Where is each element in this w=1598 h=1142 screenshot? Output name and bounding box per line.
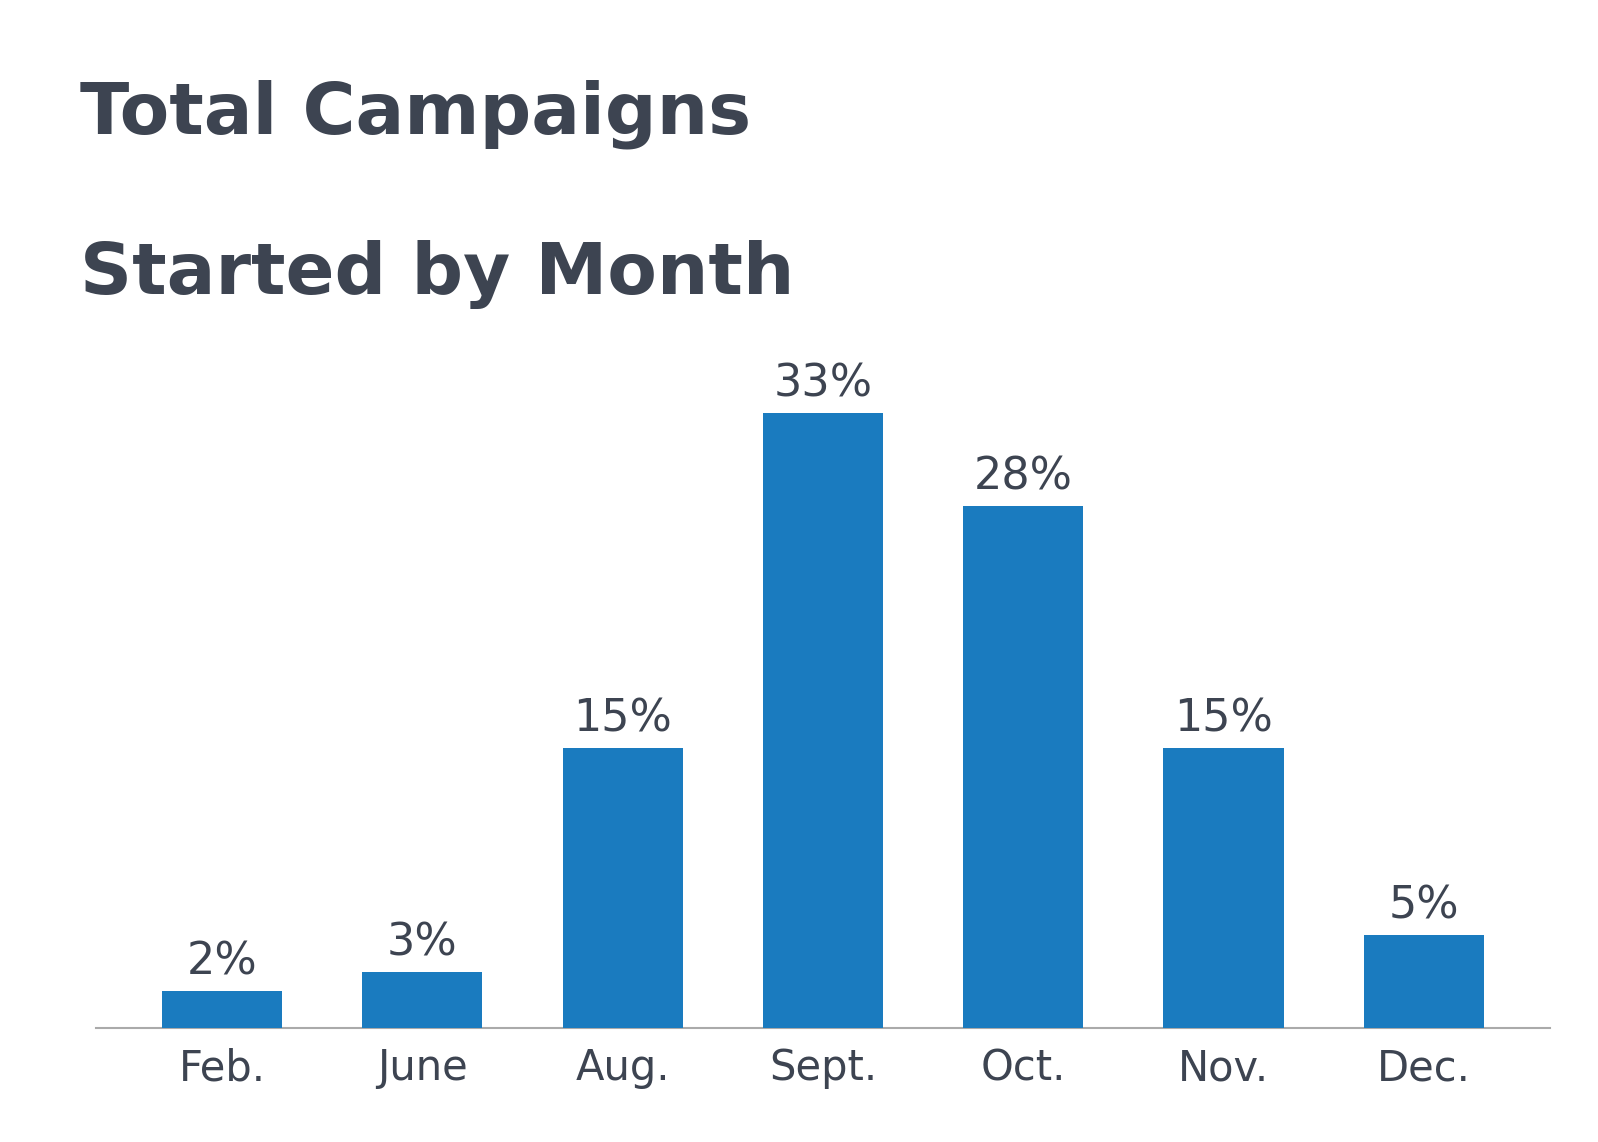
Bar [762, 413, 884, 1028]
Bar [964, 506, 1083, 1028]
Bar [161, 990, 283, 1028]
Bar [562, 748, 682, 1028]
Bar [1163, 748, 1283, 1028]
Bar [363, 972, 483, 1028]
Text: 28%: 28% [973, 456, 1072, 499]
Text: 3%: 3% [387, 922, 457, 965]
Text: 15%: 15% [1175, 698, 1274, 741]
Text: Started by Month: Started by Month [80, 240, 794, 308]
Bar [1363, 934, 1485, 1028]
Text: Total Campaigns: Total Campaigns [80, 80, 751, 150]
Text: 5%: 5% [1389, 884, 1459, 927]
Text: 15%: 15% [574, 698, 673, 741]
Text: 2%: 2% [187, 940, 257, 983]
Text: 33%: 33% [773, 362, 873, 405]
